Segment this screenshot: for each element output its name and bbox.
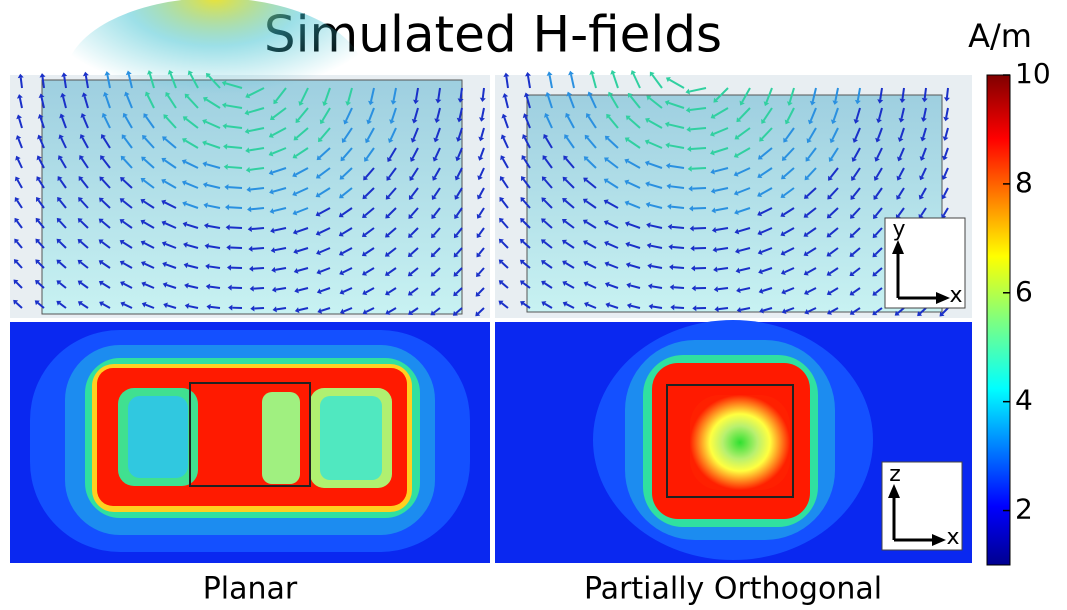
field-arrow bbox=[229, 207, 242, 208]
field-arrow bbox=[674, 307, 684, 308]
field-arrow bbox=[210, 287, 220, 288]
field-arrow bbox=[252, 228, 264, 229]
field-arrow bbox=[692, 168, 706, 169]
panel-label: Planar bbox=[203, 572, 298, 607]
field-arrow bbox=[718, 288, 728, 289]
field-arrow bbox=[252, 248, 264, 249]
axis-letter: y bbox=[892, 217, 905, 242]
field-arrow bbox=[251, 208, 264, 209]
field-arrow bbox=[673, 267, 684, 268]
field-arrow bbox=[674, 287, 684, 288]
bottom-left-panel bbox=[10, 322, 490, 563]
field-arrow bbox=[210, 307, 220, 308]
colorbar-tick-label: 6 bbox=[1015, 275, 1033, 308]
colorbar bbox=[987, 75, 1010, 565]
field-arrow-head bbox=[568, 71, 574, 76]
field-arrow bbox=[691, 148, 706, 149]
axis-letter: z bbox=[889, 462, 901, 487]
field-arrow bbox=[21, 78, 22, 88]
field-arrow bbox=[276, 308, 286, 309]
axes-icon: z x bbox=[882, 462, 962, 550]
axis-letter: x bbox=[946, 525, 959, 550]
field-arrow bbox=[254, 308, 264, 309]
panel-label: Partially Orthogonal bbox=[584, 572, 882, 607]
field-arrow bbox=[230, 227, 242, 228]
colorbar-tick-label: 10 bbox=[1015, 57, 1051, 90]
field-arrow bbox=[228, 167, 242, 168]
field-arrow bbox=[254, 288, 264, 289]
field-arrow bbox=[925, 88, 926, 98]
unit-label: A/m bbox=[968, 17, 1032, 55]
axis-letter: x bbox=[949, 283, 962, 308]
field-arrow bbox=[228, 187, 242, 188]
axes-icon: y x bbox=[885, 217, 965, 308]
field-arrow bbox=[672, 247, 684, 248]
figure: Simulated H-fields A/m bbox=[0, 0, 1067, 610]
field-arrow bbox=[947, 88, 948, 98]
field-arrow bbox=[483, 88, 484, 98]
field-arrow bbox=[253, 268, 264, 269]
field-arrow bbox=[690, 128, 706, 129]
colorbar-tick-label: 8 bbox=[1015, 166, 1033, 199]
field-arrow bbox=[672, 227, 684, 228]
colorbar-tick-label: 2 bbox=[1015, 493, 1033, 526]
field-arrow bbox=[692, 188, 706, 189]
field-arrow bbox=[227, 147, 242, 148]
field-arrow bbox=[718, 308, 728, 309]
field-arrow bbox=[461, 88, 462, 99]
colorbar-tick-label: 4 bbox=[1015, 384, 1033, 417]
field-arrow bbox=[671, 207, 684, 208]
field-arrow bbox=[693, 208, 706, 209]
